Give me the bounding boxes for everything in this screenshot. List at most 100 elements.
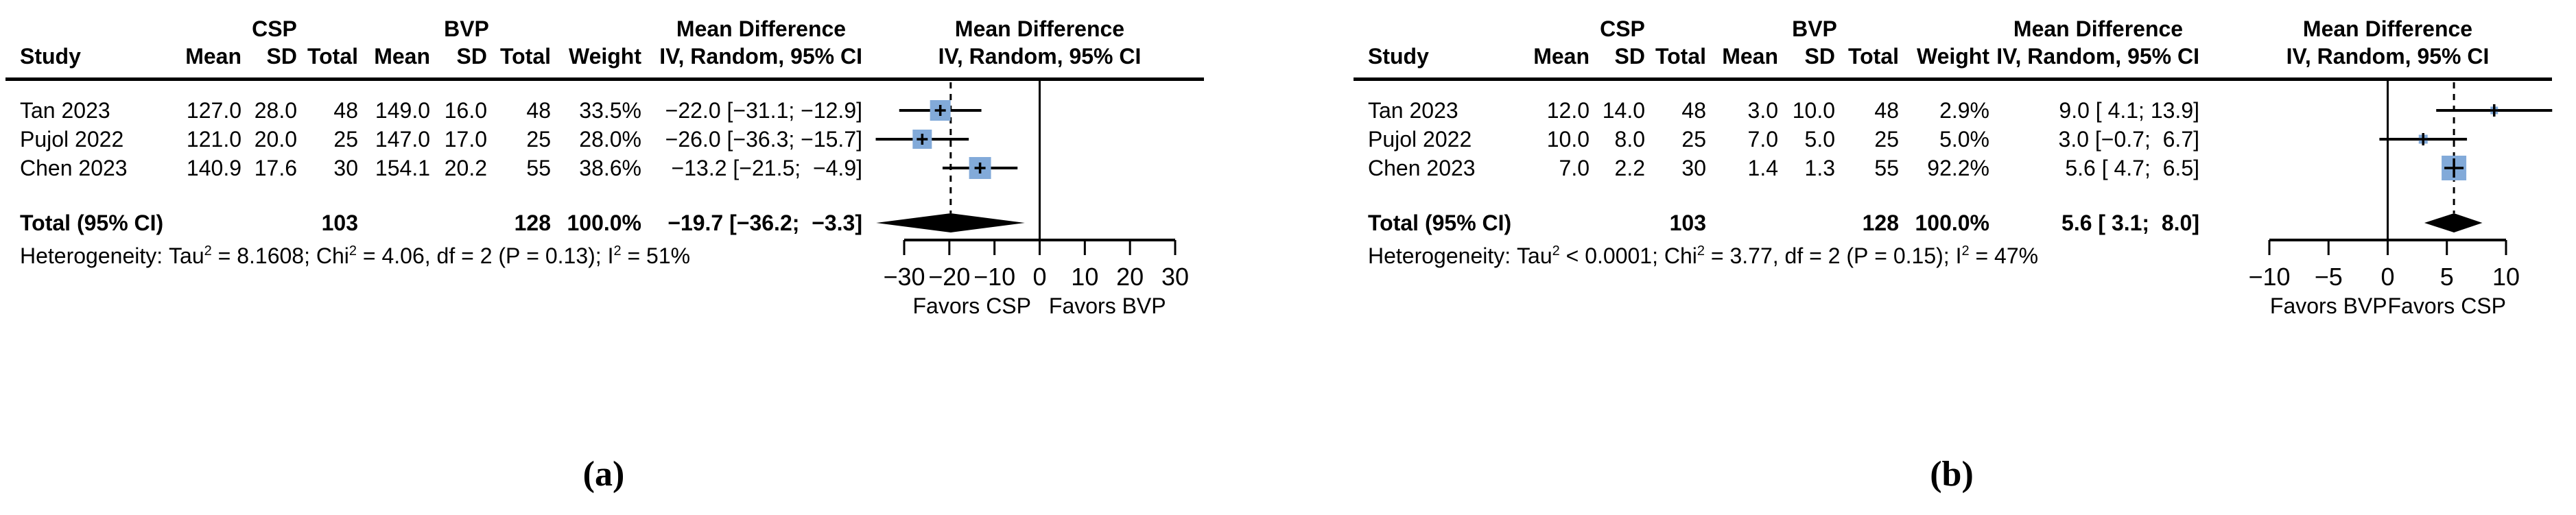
- favors-right-label: Favors CSP: [2388, 294, 2506, 318]
- column-header-mean-csp: Mean: [1533, 44, 1590, 69]
- total-weight: 100.0%: [1915, 211, 1989, 235]
- total-csp-value: 48: [333, 98, 358, 123]
- mean-bvp-value: 3.0: [1748, 98, 1778, 123]
- header-separator-rule: [1354, 77, 2552, 81]
- study-label: Pujol 2022: [20, 127, 123, 152]
- column-header-mean-bvp: Mean: [374, 44, 430, 69]
- total-weight: 100.0%: [567, 211, 641, 235]
- total-ci-text: 5.6 [ 3.1; 8.0]: [2061, 211, 2199, 235]
- axis-tick-label: −30: [883, 263, 925, 291]
- panel-caption: (a): [583, 455, 625, 494]
- heterogeneity-segment: = 51%: [622, 243, 691, 268]
- total-csp-value: 25: [333, 127, 358, 152]
- ci-text-value: −13.2 [−21.5; −4.9]: [672, 156, 862, 180]
- mean-csp-value: 10.0: [1547, 127, 1590, 152]
- plot-column-header: Mean Difference: [955, 16, 1124, 41]
- study-label: Tan 2023: [1368, 98, 1458, 123]
- group-header-bvp: BVP: [444, 16, 489, 41]
- column-header-weight: Weight: [1917, 44, 1989, 69]
- sd-csp-value: 20.0: [255, 127, 297, 152]
- total-csp-value: 48: [1681, 98, 1706, 123]
- mean-csp-value: 12.0: [1547, 98, 1590, 123]
- axis-tick-label: 0: [1032, 263, 1046, 291]
- weight-value: 33.5%: [579, 98, 641, 123]
- heterogeneity-segment: < 0.0001; Chi: [1560, 243, 1697, 268]
- total-bvp-value: 55: [526, 156, 551, 180]
- heterogeneity-segment: = 47%: [1970, 243, 2039, 268]
- axis-tick-label: 10: [2492, 263, 2520, 291]
- plus-marker-horizontal: [934, 109, 946, 112]
- total-bvp-value: 48: [1874, 98, 1899, 123]
- heterogeneity-segment: = 3.77, df = 2 (P = 0.15); I: [1705, 243, 1961, 268]
- heterogeneity-segment: Heterogeneity: Tau: [20, 243, 204, 268]
- header-separator-rule: [5, 77, 1204, 81]
- sd-bvp-value: 17.0: [445, 127, 487, 152]
- column-header-model-ci: IV, Random, 95% CI: [1996, 44, 2199, 69]
- axis-tick-label: −20: [928, 263, 970, 291]
- group-header-csp: CSP: [1600, 16, 1645, 41]
- study-label: Tan 2023: [20, 98, 110, 123]
- column-header-total-csp: Total: [307, 44, 358, 69]
- sd-csp-value: 2.2: [1615, 156, 1645, 180]
- mean-bvp-value: 7.0: [1748, 127, 1778, 152]
- column-header-sd-bvp: SD: [1805, 44, 1835, 69]
- forest-plot-panel-a: CSP BVP Mean Difference Mean Difference Stud…: [5, 16, 1204, 494]
- plot-column-subheader: IV, Random, 95% CI: [2287, 44, 2490, 69]
- heterogeneity-superscript: 2: [1697, 243, 1705, 259]
- study-label: Chen 2023: [1368, 156, 1476, 180]
- pooled-diamond: [2424, 213, 2483, 232]
- group-header-bvp: BVP: [1792, 16, 1837, 41]
- effect-column-header: Mean Difference: [2013, 16, 2183, 41]
- group-header-csp: CSP: [252, 16, 297, 41]
- ci-text-value: −22.0 [−31.1; −12.9]: [665, 98, 862, 123]
- study-label: Pujol 2022: [1368, 127, 1472, 152]
- column-header-sd-bvp: SD: [457, 44, 487, 69]
- ci-text-value: 5.6 [ 4.7; 6.5]: [2065, 156, 2199, 180]
- sd-csp-value: 28.0: [255, 98, 297, 123]
- column-header-sd-csp: SD: [267, 44, 297, 69]
- mean-csp-value: 140.9: [187, 156, 241, 180]
- plus-marker-horizontal: [2417, 138, 2430, 141]
- sd-csp-value: 17.6: [255, 156, 297, 180]
- column-header-model-ci: IV, Random, 95% CI: [659, 44, 862, 69]
- weight-value: 38.6%: [579, 156, 641, 180]
- effect-column-header: Mean Difference: [676, 16, 846, 41]
- total-ci-text: −19.7 [−36.2; −3.3]: [667, 211, 862, 235]
- total-bvp-value: 25: [1874, 127, 1899, 152]
- mean-bvp-value: 147.0: [375, 127, 430, 152]
- weight-value: 2.9%: [1939, 98, 1989, 123]
- heterogeneity-superscript: 2: [349, 243, 357, 259]
- mean-bvp-value: 1.4: [1748, 156, 1778, 180]
- plot-column-header: Mean Difference: [2303, 16, 2472, 41]
- mean-bvp-value: 149.0: [375, 98, 430, 123]
- axis-tick-label: 0: [2380, 263, 2394, 291]
- sd-bvp-value: 20.2: [445, 156, 487, 180]
- axis-tick-label: 10: [1071, 263, 1098, 291]
- weight-value: 5.0%: [1939, 127, 1989, 152]
- column-header-weight: Weight: [569, 44, 641, 69]
- total-n-csp: 103: [1670, 211, 1706, 235]
- plot-column-subheader: IV, Random, 95% CI: [938, 44, 1142, 69]
- forest-plot-panel-b: CSP BVP Mean Difference Mean Difference Stud…: [1354, 16, 2553, 494]
- ci-text-value: 3.0 [−0.7; 6.7]: [2059, 127, 2199, 152]
- heterogeneity-superscript: 2: [613, 243, 621, 259]
- favors-right-label: Favors BVP: [1049, 294, 1166, 318]
- axis-tick-label: 20: [1116, 263, 1144, 291]
- heterogeneity-superscript: 2: [1961, 243, 1969, 259]
- favors-left-label: Favors BVP: [2270, 294, 2387, 318]
- total-n-bvp: 128: [1863, 211, 1899, 235]
- plus-marker-horizontal: [2444, 167, 2464, 169]
- plus-marker-horizontal: [974, 167, 986, 169]
- sd-bvp-value: 5.0: [1805, 127, 1835, 152]
- mean-csp-value: 127.0: [187, 98, 241, 123]
- ci-text-value: −26.0 [−36.3; −15.7]: [665, 127, 862, 152]
- mean-csp-value: 121.0: [187, 127, 241, 152]
- heterogeneity-segment: = 4.06, df = 2 (P = 0.13); I: [357, 243, 613, 268]
- sd-bvp-value: 1.3: [1805, 156, 1835, 180]
- weight-value: 92.2%: [1927, 156, 1989, 180]
- plus-marker-horizontal: [2488, 109, 2501, 112]
- total-csp-value: 25: [1681, 127, 1706, 152]
- mean-csp-value: 7.0: [1559, 156, 1590, 180]
- column-header-total-bvp: Total: [1848, 44, 1899, 69]
